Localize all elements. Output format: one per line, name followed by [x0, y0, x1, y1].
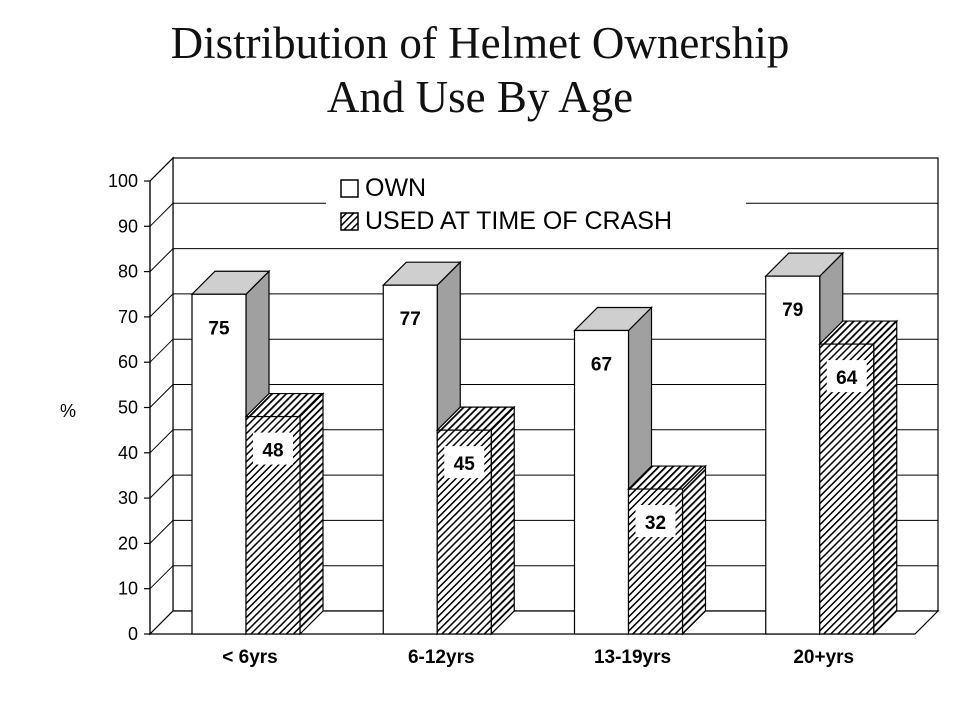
y-axis-label: %	[60, 401, 76, 421]
bar-own-3	[765, 275, 821, 635]
data-label: 32	[645, 513, 666, 534]
y-tick-label: 20	[118, 533, 138, 553]
bar-layer	[190, 251, 899, 636]
legend-swatch-own	[340, 179, 359, 198]
data-label-box	[444, 446, 485, 479]
data-label: 67	[591, 354, 612, 375]
gridline	[149, 293, 938, 318]
bar-own-0	[191, 293, 247, 635]
y-tick-label: 80	[118, 262, 138, 282]
bar-own-2	[573, 329, 630, 635]
x-tick-label: 6-12yrs	[408, 647, 475, 668]
gridline	[149, 384, 938, 408]
bar-used-2-side	[681, 464, 707, 636]
y-tick-label: 10	[118, 579, 138, 599]
gridline	[149, 338, 938, 363]
bar-used-3-side	[873, 319, 898, 636]
data-label-box	[253, 432, 293, 465]
legend-label-own: OWN	[365, 174, 426, 202]
legend-label-used: USED AT TIME OF CRASH	[365, 207, 672, 235]
y-tick-label: 100	[108, 171, 138, 191]
gridline	[149, 248, 938, 272]
gridline	[149, 429, 938, 454]
data-label: 79	[782, 300, 803, 321]
x-tick-label: 13-19yrs	[594, 647, 671, 668]
y-tick-label: 60	[118, 352, 138, 372]
data-label-box	[635, 505, 676, 538]
chart-title-line-1: Distribution of Helmet Ownership	[170, 18, 790, 68]
x-tick-label: < 6yrs	[222, 647, 277, 668]
y-tick-label: 40	[118, 443, 138, 463]
x-tick-label: 20+yrs	[793, 647, 854, 668]
legend-box	[326, 171, 746, 241]
y-tick-label: 30	[118, 488, 138, 508]
data-label: 45	[454, 454, 476, 475]
gridline	[149, 157, 938, 182]
legend: OWN USED AT TIME OF CRASH	[326, 171, 746, 241]
chart-title: Distribution of Helmet Ownership And Use…	[0, 16, 960, 124]
y-tick-label: 90	[118, 216, 138, 236]
data-label: 75	[208, 318, 230, 339]
y-tick-label: 50	[118, 398, 138, 418]
bar-used-3	[819, 343, 875, 635]
data-label: 48	[262, 441, 283, 462]
y-tick-label: 70	[118, 307, 138, 327]
data-label: 64	[836, 368, 858, 389]
data-label: 77	[400, 309, 421, 330]
chart-title-line-2: And Use By Age	[326, 72, 634, 122]
data-label-box	[826, 360, 867, 393]
label-layer: 75 48 < 6yrs 77 45 6-12yrs 67 32 13-19yrs 79 64 20+…	[208, 300, 867, 668]
bar-own-1	[382, 284, 438, 635]
y-tick-label: 0	[128, 624, 138, 644]
bar-used-1-side	[490, 405, 515, 636]
bar-used-0-side	[299, 392, 324, 636]
legend-swatch-used	[340, 212, 359, 231]
